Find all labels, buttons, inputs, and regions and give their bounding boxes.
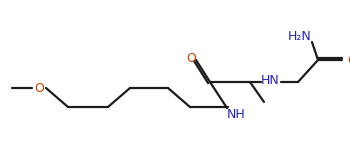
Text: O: O — [186, 51, 196, 64]
Text: H₂N: H₂N — [288, 29, 312, 42]
Text: HN: HN — [261, 73, 279, 86]
Text: O: O — [347, 53, 350, 66]
Text: O: O — [34, 82, 44, 95]
Text: NH: NH — [227, 108, 245, 120]
